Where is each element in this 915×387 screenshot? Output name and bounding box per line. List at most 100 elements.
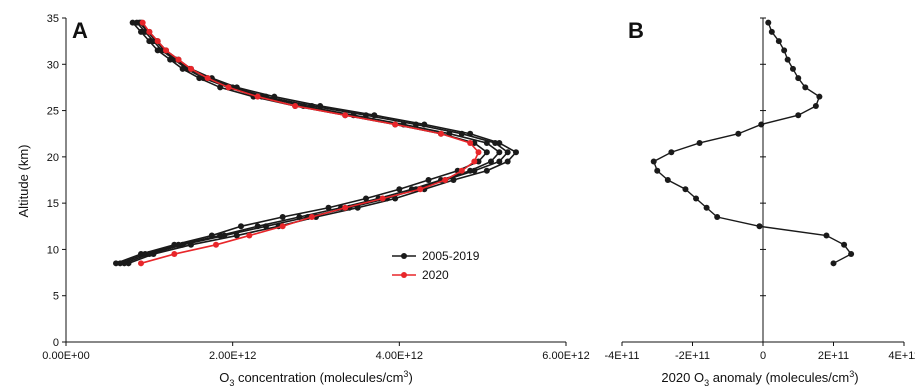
panel-a-data-point (188, 65, 194, 72)
panel-b-data-point (668, 149, 675, 156)
panel-a-axes: 0 5 10 15 20 25 30 35 0.00E+00 2.00E+12 4.00E+12 6.… (42, 13, 589, 362)
panel-a-y-tick-label: 15 (47, 198, 59, 210)
panel-a-data-point (254, 93, 261, 100)
panel-a-data-point (492, 139, 499, 146)
panel-a-data-point (471, 167, 478, 174)
panel-a-data-point (475, 149, 482, 156)
panel-a-x-tick-label: 2.00E+12 (209, 350, 256, 362)
panel-b-x-tick-label: 0 (760, 350, 766, 362)
panel-a-data-point (438, 130, 444, 137)
legend-entry-label: 2020 (422, 268, 449, 282)
panel-a-x-tick-label: 0.00E+00 (42, 350, 89, 362)
panel-a-y-tick-label: 10 (47, 244, 59, 256)
panel-a-data-point (113, 260, 119, 267)
panel-a-y-tick-label: 30 (47, 59, 59, 71)
panel-a-data-point (163, 47, 169, 54)
panel-a-data-point (138, 251, 144, 258)
panel-a-data-point (417, 186, 424, 193)
panel-b-data-point (703, 204, 710, 211)
panel-a-data-point (129, 19, 136, 26)
panel-a-data-point (308, 102, 315, 109)
panel-a-y-tick-label: 0 (53, 337, 59, 349)
panel-a-data-point (504, 158, 511, 165)
panel-a-data-point (167, 56, 174, 63)
panel-a-data-point (263, 223, 269, 230)
panel-b-axes: -4E+11 -2E+11 0 2E+11 4E+11 (605, 17, 915, 362)
panel-a-data-point (483, 167, 490, 174)
panel-a-data-point (175, 56, 182, 63)
panel-a-y-tick-label: 25 (47, 106, 59, 118)
panel-b-series-group (650, 19, 855, 267)
panel-b-data-point (775, 38, 782, 45)
panel-a-data-point (246, 232, 253, 239)
panel-a-data-point (467, 139, 474, 146)
panel-a-data-point (217, 84, 224, 91)
panel-b-data-point (693, 195, 700, 202)
panel-a-data-point (279, 214, 286, 221)
panel-a-data-point (458, 130, 465, 137)
panel-a-data-point (139, 19, 146, 26)
panel-a-series-4 (121, 19, 511, 267)
panel-b-series-1 (650, 19, 855, 267)
panel-b-x-tick-label: -4E+11 (605, 350, 640, 362)
panel-b-data-point (654, 167, 661, 174)
panel-b-data-point (784, 56, 791, 63)
panel-a-data-point (483, 149, 490, 156)
panel-b-letter: B (628, 18, 644, 43)
panel-a-data-point (325, 204, 332, 211)
panel-a-data-point (146, 251, 153, 258)
panel-a-data-point (475, 158, 482, 165)
panel-a-data-point (179, 65, 186, 72)
panel-a-data-point (121, 260, 128, 267)
panel-a-data-point (146, 28, 153, 35)
panel-a-chart: A 0 5 10 15 20 25 30 35 0.00E+00 2.00E+12 4.00E+12… (16, 13, 590, 387)
panel-a-series-line (124, 22, 509, 265)
panel-b-data-point (816, 93, 823, 100)
panel-a-data-point (292, 102, 299, 109)
panel-a-data-point (442, 177, 449, 183)
panel-a-data-point (233, 232, 240, 239)
panel-a-data-point (342, 112, 349, 119)
panel-b-data-point (848, 251, 855, 258)
panel-a-data-point (413, 121, 419, 128)
panel-b-data-point (696, 139, 703, 146)
panel-a-series-line (128, 22, 518, 265)
panel-b-data-point (756, 223, 763, 230)
panel-b-data-point (682, 186, 689, 193)
panel-a-data-point (392, 121, 399, 128)
panel-a-data-point (504, 149, 511, 156)
legend-entry-label: 2005-2019 (422, 249, 480, 263)
panel-a-data-point (196, 75, 203, 82)
panel-b-x-tick-label: -2E+11 (675, 350, 710, 362)
panel-b-data-point (714, 214, 721, 221)
panel-a-data-point (513, 149, 519, 156)
panel-a-data-point (138, 260, 144, 267)
panel-b-data-point (765, 19, 772, 26)
panel-a-data-point (225, 84, 232, 91)
panel-a-data-point (179, 241, 186, 248)
panel-b-series-line (652, 22, 853, 264)
panel-a-data-point (154, 38, 161, 45)
panel-b-data-point (795, 75, 802, 82)
panel-b-x-axis-title: 2020 O3 anomaly (molecules/cm3) (661, 369, 858, 387)
panel-a-x-axis-title: O3 concentration (molecules/cm3) (219, 369, 413, 387)
panel-a-data-point (425, 177, 432, 183)
panel-a-data-point (471, 139, 478, 146)
panel-a-data-point (238, 223, 244, 230)
panel-a-y-tick-label: 5 (53, 291, 59, 303)
panel-a-data-point (308, 214, 315, 221)
panel-a-data-point (154, 47, 161, 54)
panel-a-data-point (496, 158, 503, 165)
panel-a-y-tick-label: 35 (47, 13, 59, 25)
panel-b-data-point (802, 84, 809, 91)
panel-a-data-point (279, 223, 286, 230)
panel-a-x-tick-label: 4.00E+12 (376, 350, 423, 362)
panel-b-data-point (795, 112, 802, 119)
panel-a-data-point (471, 158, 478, 165)
panel-b-data-point (650, 158, 657, 165)
panel-b-data-point (812, 102, 819, 109)
panel-a-data-point (458, 167, 465, 174)
panel-b-data-point (841, 241, 848, 248)
panel-a-series-5 (138, 19, 482, 267)
